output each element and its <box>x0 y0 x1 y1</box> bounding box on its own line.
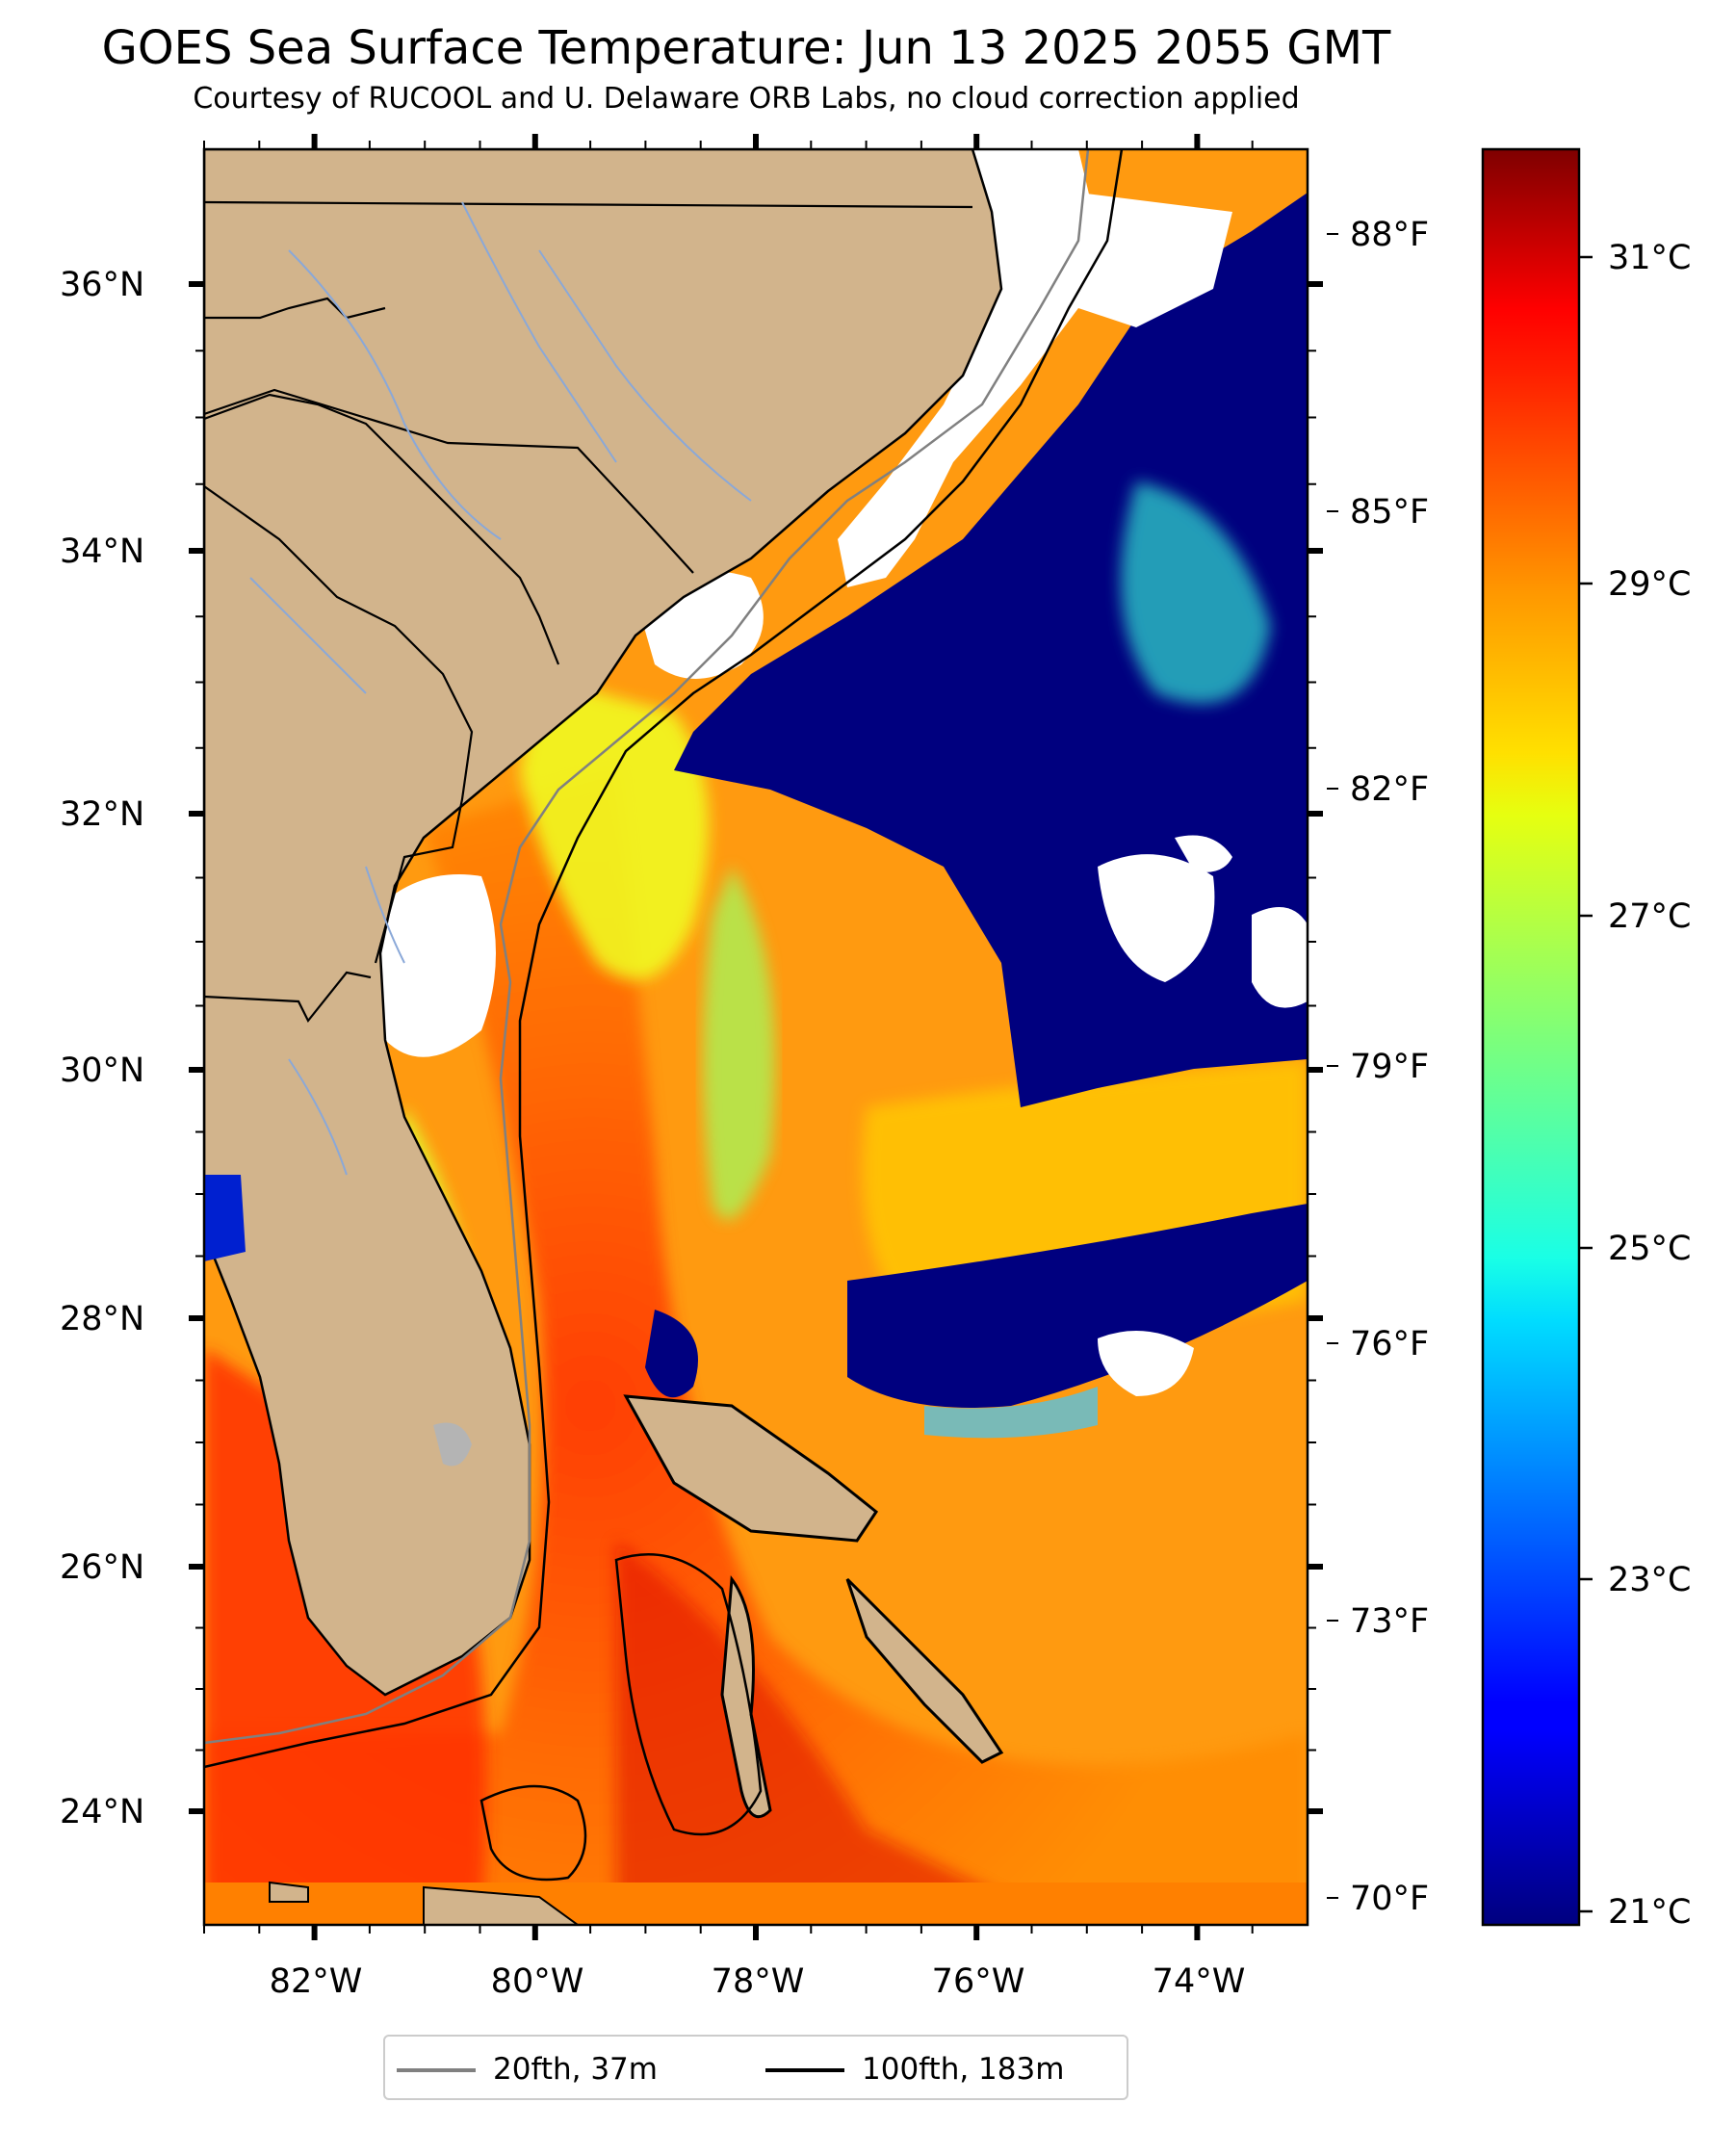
fahrenheit-label-88: 88°F <box>1350 216 1430 254</box>
exuma-islands <box>845 1577 1004 1764</box>
fahrenheit-label-73: 73°F <box>1350 1602 1430 1641</box>
legend-entry-100fth: 100fth, 183m <box>765 2050 1122 2089</box>
cold-band-south <box>847 1204 1308 1408</box>
cloud-north-offshore <box>1078 193 1232 327</box>
colorbar-label-23c: 23°C <box>1608 1561 1692 1599</box>
border-ga-sc-north <box>204 393 560 665</box>
chart-subtitle: Courtesy of RUCOOL and U. Delaware ORB L… <box>193 82 1300 116</box>
border-va-nc <box>204 200 973 209</box>
cloud-offshore-2 <box>1252 907 1308 1008</box>
cyan-eddy <box>1121 481 1271 704</box>
lon-label-74w: 74°W <box>1152 1962 1246 2001</box>
lat-label-26n: 26°N <box>60 1548 145 1587</box>
isobath-cay-sal-bank <box>479 1784 587 1882</box>
legend-entry-20fth: 20fth, 37m <box>397 2050 724 2089</box>
isobath-100fth <box>204 149 1124 1769</box>
colorbar-label-29c: 29°C <box>1608 565 1692 604</box>
cloud-offshore-3 <box>1098 1331 1194 1396</box>
colorbar <box>1481 147 1581 1927</box>
map-tick-marks <box>189 134 1323 1940</box>
border-nc-north <box>204 297 386 320</box>
fahrenheit-label-85: 85°F <box>1350 493 1430 532</box>
fahrenheit-label-76: 76°F <box>1350 1325 1430 1363</box>
southern-edge-water <box>204 1882 1308 1925</box>
fahrenheit-label-82: 82°F <box>1350 770 1430 809</box>
cool-transition-north <box>520 674 709 980</box>
lat-label-34n: 34°N <box>60 532 145 571</box>
colorbar-label-31c: 31°C <box>1608 239 1692 277</box>
cloud-north-coast <box>838 149 1098 587</box>
border-fl-ga <box>204 971 372 1024</box>
colorbar-label-25c: 25°C <box>1608 1230 1692 1268</box>
isobath-great-bahama-bank <box>614 1553 763 1836</box>
legend-label-100fth: 100fth, 183m <box>862 2052 1065 2087</box>
border-ga-sc <box>204 485 474 964</box>
lon-label-80w: 80°W <box>490 1962 584 2001</box>
rivers <box>249 201 752 1176</box>
isobath-20fth <box>204 149 1090 1745</box>
gulf-coast-cold-strip <box>204 1175 246 1261</box>
green-filament <box>703 867 775 1220</box>
legend-swatch-100fth <box>765 2068 844 2072</box>
legend-label-20fth: 20fth, 37m <box>493 2052 658 2087</box>
cloud-offshore-4 <box>1175 835 1232 872</box>
grand-bahama-island <box>623 1394 879 1543</box>
cuba-coast <box>423 1885 580 1925</box>
cloud-georgia-shelf <box>374 874 496 1057</box>
colorbar-tick-marks <box>1327 233 1593 1913</box>
lat-label-28n: 28°N <box>60 1300 145 1338</box>
colorbar-label-21c: 21°C <box>1608 1893 1692 1932</box>
fahrenheit-label-79: 79°F <box>1350 1048 1430 1086</box>
lat-label-32n: 32°N <box>60 795 145 834</box>
lon-label-78w: 78°W <box>711 1962 805 2001</box>
colorbar-label-27c: 27°C <box>1608 897 1692 936</box>
lat-label-24n: 24°N <box>60 1793 145 1831</box>
legend-swatch-20fth <box>397 2068 476 2072</box>
us-southeast-land <box>204 149 1003 1697</box>
lon-label-76w: 76°W <box>931 1962 1025 2001</box>
cuba-coast-west <box>269 1881 309 1903</box>
lake-okeechobee <box>433 1422 472 1467</box>
cyan-band-south <box>924 1387 1098 1439</box>
cold-patch-grand-bahama <box>645 1310 698 1398</box>
cloud-offshore-1 <box>1098 854 1215 982</box>
lat-label-36n: 36°N <box>60 266 145 304</box>
map-area <box>204 149 1308 1925</box>
border-nc-sc <box>204 388 694 574</box>
fahrenheit-label-70: 70°F <box>1350 1880 1430 1918</box>
lon-label-82w: 82°W <box>269 1962 363 2001</box>
chart-title: GOES Sea Surface Temperature: Jun 13 202… <box>101 21 1391 75</box>
lat-label-30n: 30°N <box>60 1052 145 1090</box>
isobath-legend: 20fth, 37m 100fth, 183m <box>383 2035 1128 2100</box>
